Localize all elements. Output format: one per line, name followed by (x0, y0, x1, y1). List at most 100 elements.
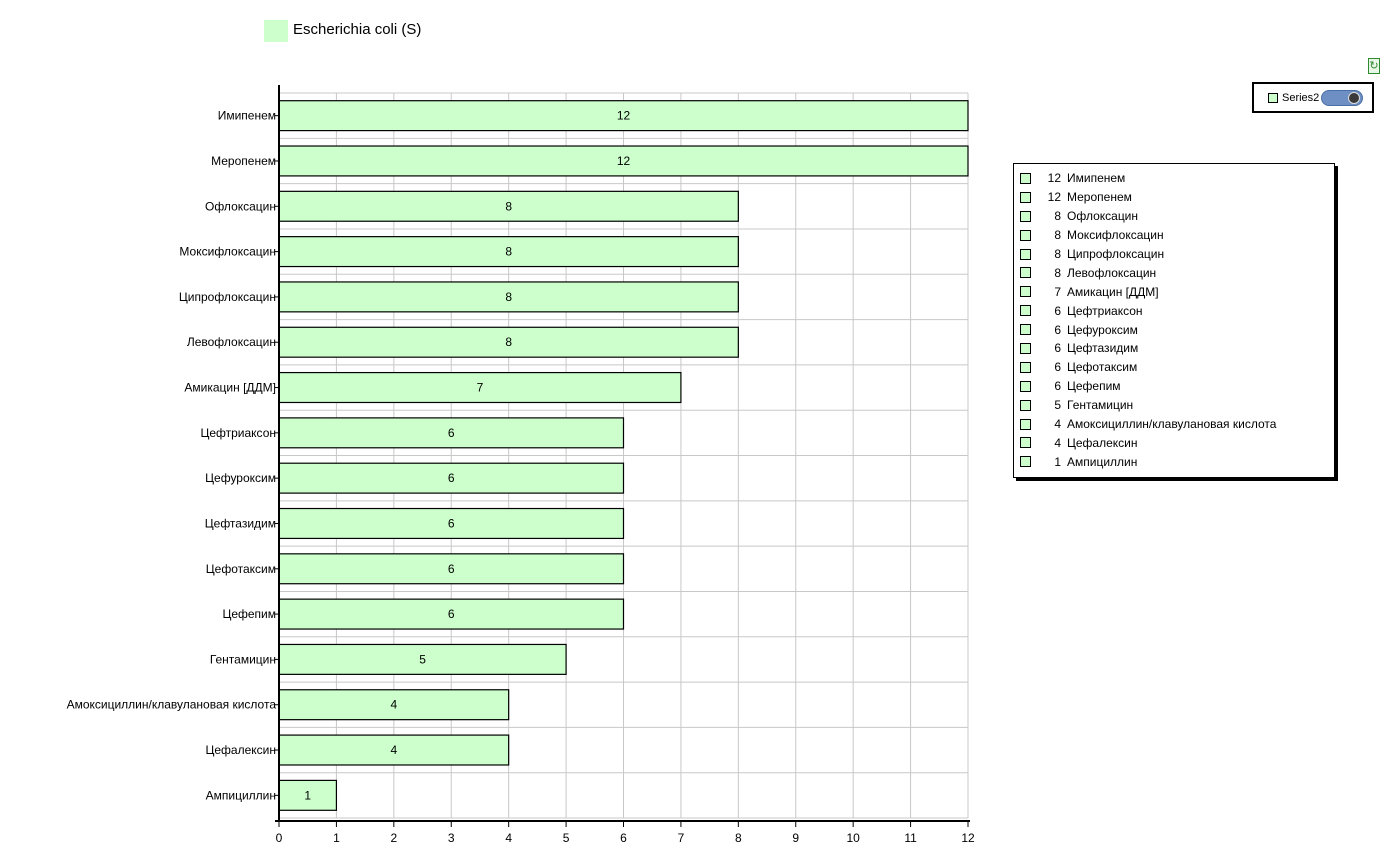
legend-value: 7 (1054, 284, 1061, 299)
category-label: Гентамицин (210, 652, 276, 666)
legend-swatch (1020, 361, 1031, 373)
bar-value-label: 12 (617, 109, 631, 123)
bar-value-label: 12 (617, 154, 631, 168)
bar-value-label: 6 (448, 562, 455, 576)
legend-swatch (1020, 248, 1031, 260)
legend-value: 8 (1054, 265, 1061, 280)
legend-label: Цефалексин (1067, 435, 1138, 450)
x-tick-label: 12 (961, 831, 975, 845)
x-tick-label: 4 (505, 831, 512, 845)
bar-value-label: 5 (419, 652, 426, 666)
legend-label: Цефотаксим (1067, 360, 1138, 375)
legend-value: 12 (1047, 190, 1061, 205)
legend-label: Левофлоксацин (1067, 265, 1157, 280)
legend-swatch (1020, 191, 1031, 203)
category-label: Офлоксацин (205, 199, 276, 213)
legend-value: 8 (1054, 209, 1061, 224)
bar-value-label: 8 (505, 245, 512, 259)
chart-title: Escherichia coli (S) (293, 21, 422, 38)
x-tick-label: 7 (678, 831, 685, 845)
category-label: Цефтриаксон (200, 426, 276, 440)
legend-swatch (1020, 380, 1031, 392)
legend-item: 6 Цефтриаксон (1020, 301, 1334, 320)
bar-value-label: 8 (505, 199, 512, 213)
legend-value: 12 (1047, 171, 1061, 186)
bar (278, 689, 510, 721)
bar-value-label: 4 (390, 698, 397, 712)
legend-item: 1 Ампициллин (1020, 452, 1334, 471)
legend-value: 6 (1054, 322, 1061, 337)
legend-value: 6 (1054, 360, 1061, 375)
axes: Имипенем Меропенем Офлоксацин Моксифлоксаци… (67, 85, 975, 845)
legend-label: Цефепим (1067, 379, 1121, 394)
legend-item: 6 Цефепим (1020, 377, 1334, 396)
category-label: Ципрофлоксацин (179, 290, 276, 304)
series-name: Series2 (1282, 91, 1320, 104)
bar-value-label: 8 (505, 290, 512, 304)
legend-label: Цефтазидим (1067, 341, 1139, 356)
x-tick-label: 0 (276, 831, 283, 845)
legend-swatch (1020, 324, 1031, 336)
x-tick-label: 3 (448, 831, 455, 845)
legend-item: 8 Моксифлоксацин (1020, 226, 1334, 245)
bar (278, 145, 969, 177)
bar (278, 236, 739, 268)
legend-label: Цефуроксим (1067, 322, 1138, 337)
toggle-knob (1348, 91, 1361, 104)
category-label: Имипенем (218, 109, 276, 123)
legend-item: 7 Амикацин [ДДМ] (1020, 282, 1334, 301)
bar (278, 417, 625, 449)
legend-item: 8 Ципрофлоксацин (1020, 245, 1334, 264)
bar (278, 190, 739, 222)
category-label: Цефуроксим (205, 471, 276, 485)
category-label: Амоксициллин/клавулановая кислота (67, 698, 277, 712)
legend-item: 5 Гентамицин (1020, 396, 1334, 415)
bar (278, 553, 625, 585)
legend-swatch (1020, 342, 1031, 354)
category-label: Цефотаксим (206, 562, 276, 576)
x-tick-label: 1 (333, 831, 340, 845)
category-label: Моксифлоксацин (179, 245, 276, 259)
legend-item: 4 Амоксициллин/клавулановая кислота (1020, 415, 1334, 434)
legend-item: 8 Левофлоксацин (1020, 263, 1334, 282)
legend-label: Амикацин [ДДМ] (1067, 284, 1159, 299)
bar-value-label: 6 (448, 426, 455, 440)
bar-chart: 12 12 8 8 8 8 7 6 6 6 6 6 5 4 4 1 Имипенем Меропенем Офло… (67, 85, 975, 845)
legend-item: 6 Цефотаксим (1020, 358, 1334, 377)
bars: 12 12 8 8 8 8 7 6 6 6 6 6 5 4 4 1 (278, 100, 969, 811)
legend-swatch (1020, 418, 1031, 430)
x-tick-label: 6 (620, 831, 627, 845)
title-color-swatch (264, 20, 288, 42)
bar-value-label: 6 (448, 516, 455, 530)
legend-value: 6 (1054, 341, 1061, 356)
bar (278, 643, 567, 675)
legend-label: Цефтриаксон (1067, 303, 1143, 318)
x-tick-label: 8 (735, 831, 742, 845)
category-label: Цефепим (222, 607, 276, 621)
bar-value-label: 7 (477, 381, 484, 395)
legend-item: 12 Имипенем (1020, 169, 1334, 188)
legend-label: Офлоксацин (1067, 209, 1139, 224)
legend-value: 5 (1054, 398, 1061, 413)
legend-item: 6 Цефуроксим (1020, 320, 1334, 339)
category-label: Меропенем (211, 154, 276, 168)
series-toggle-switch[interactable] (1321, 89, 1364, 106)
refresh-icon[interactable]: ↻ (1368, 58, 1380, 74)
bar (278, 507, 625, 540)
legend-label: Гентамицин (1067, 398, 1134, 413)
series-toggle-box: Series2 (1252, 82, 1374, 113)
bar-value-label: 6 (448, 471, 455, 485)
bar (278, 326, 739, 358)
legend-value: 8 (1054, 228, 1061, 243)
legend-swatch (1020, 229, 1031, 241)
legend-item: 8 Офлоксацин (1020, 207, 1334, 226)
category-label: Цефтазидим (205, 516, 276, 530)
bar (278, 371, 682, 404)
legend-swatch (1020, 172, 1031, 184)
legend-label: Моксифлоксацин (1067, 228, 1164, 243)
legend-swatch (1020, 399, 1031, 411)
bar (278, 779, 338, 811)
bar (278, 462, 625, 494)
legend-label: Меропенем (1067, 190, 1132, 205)
x-tick-label: 5 (563, 831, 570, 845)
